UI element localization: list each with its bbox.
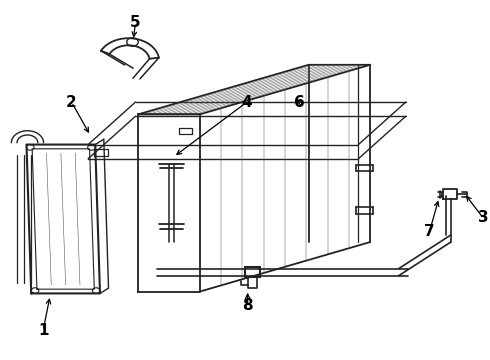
Text: 7: 7 bbox=[424, 224, 435, 239]
Text: 3: 3 bbox=[478, 211, 489, 225]
Text: 6: 6 bbox=[294, 95, 304, 109]
Text: 2: 2 bbox=[66, 95, 77, 109]
Text: 8: 8 bbox=[243, 298, 253, 313]
Text: 1: 1 bbox=[38, 323, 49, 338]
Text: 4: 4 bbox=[242, 95, 252, 109]
Text: 5: 5 bbox=[130, 15, 141, 30]
